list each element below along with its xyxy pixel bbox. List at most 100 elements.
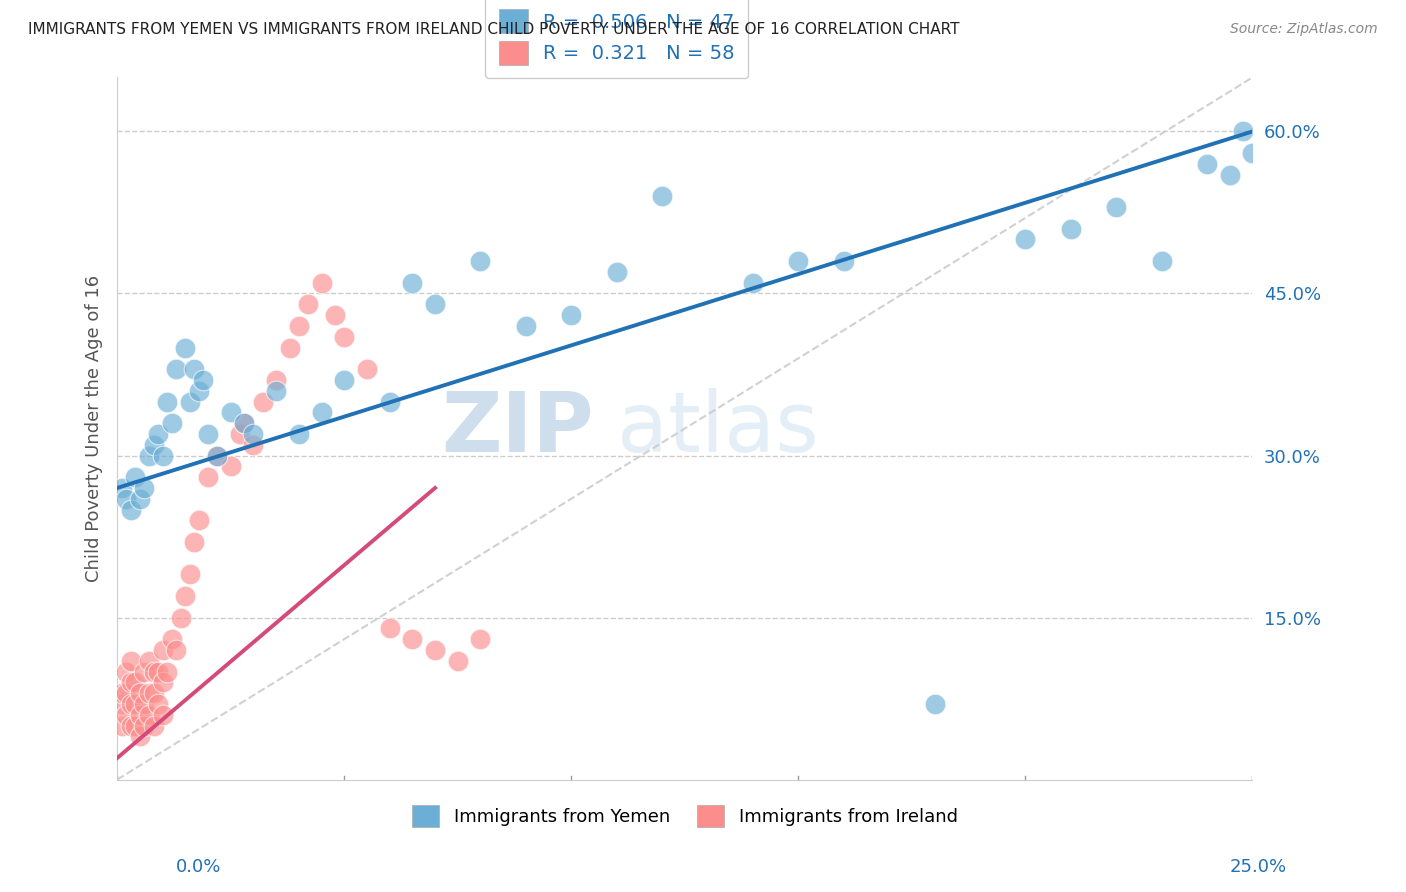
Point xyxy=(138,707,160,722)
Point xyxy=(115,665,138,679)
Text: 0.0%: 0.0% xyxy=(176,858,221,876)
Point xyxy=(124,718,146,732)
Point xyxy=(333,329,356,343)
Point xyxy=(197,470,219,484)
Point xyxy=(134,665,156,679)
Text: ZIP: ZIP xyxy=(441,388,593,469)
Text: 25.0%: 25.0% xyxy=(1229,858,1286,876)
Point xyxy=(787,254,810,268)
Point xyxy=(356,362,378,376)
Point xyxy=(174,589,197,603)
Point xyxy=(174,341,197,355)
Point xyxy=(742,276,765,290)
Point xyxy=(111,481,134,495)
Point xyxy=(515,318,537,333)
Legend: Immigrants from Yemen, Immigrants from Ireland: Immigrants from Yemen, Immigrants from I… xyxy=(405,797,965,834)
Point xyxy=(233,416,256,430)
Point xyxy=(233,416,256,430)
Point xyxy=(311,405,333,419)
Point xyxy=(264,373,287,387)
Point xyxy=(115,686,138,700)
Point xyxy=(333,373,356,387)
Point xyxy=(1197,157,1219,171)
Point xyxy=(264,384,287,398)
Point xyxy=(378,621,401,635)
Point xyxy=(183,535,205,549)
Point xyxy=(1219,168,1241,182)
Point xyxy=(423,297,446,311)
Point xyxy=(111,718,134,732)
Point xyxy=(142,686,165,700)
Point xyxy=(128,491,150,506)
Point xyxy=(832,254,855,268)
Point xyxy=(142,718,165,732)
Point xyxy=(278,341,301,355)
Point xyxy=(165,643,187,657)
Point xyxy=(160,416,183,430)
Text: Source: ZipAtlas.com: Source: ZipAtlas.com xyxy=(1230,22,1378,37)
Point xyxy=(156,665,179,679)
Point xyxy=(205,449,228,463)
Point xyxy=(120,654,142,668)
Point xyxy=(297,297,319,311)
Point xyxy=(170,610,193,624)
Point xyxy=(219,459,242,474)
Point xyxy=(197,426,219,441)
Point xyxy=(1150,254,1173,268)
Point xyxy=(165,362,187,376)
Point xyxy=(606,265,628,279)
Point xyxy=(138,654,160,668)
Point xyxy=(128,686,150,700)
Point xyxy=(146,426,169,441)
Point xyxy=(311,276,333,290)
Point xyxy=(156,394,179,409)
Point xyxy=(120,718,142,732)
Point xyxy=(229,426,252,441)
Point xyxy=(128,707,150,722)
Point xyxy=(179,394,201,409)
Point xyxy=(423,643,446,657)
Point xyxy=(120,697,142,711)
Text: IMMIGRANTS FROM YEMEN VS IMMIGRANTS FROM IRELAND CHILD POVERTY UNDER THE AGE OF : IMMIGRANTS FROM YEMEN VS IMMIGRANTS FROM… xyxy=(28,22,960,37)
Point xyxy=(120,502,142,516)
Point xyxy=(288,426,311,441)
Point xyxy=(111,697,134,711)
Point xyxy=(124,697,146,711)
Point xyxy=(242,438,264,452)
Point xyxy=(152,707,174,722)
Point xyxy=(378,394,401,409)
Point xyxy=(128,730,150,744)
Point xyxy=(1060,221,1083,235)
Point xyxy=(187,513,209,527)
Point xyxy=(323,308,346,322)
Text: atlas: atlas xyxy=(617,388,818,469)
Point xyxy=(152,675,174,690)
Point xyxy=(120,675,142,690)
Point xyxy=(1232,124,1254,138)
Point xyxy=(146,697,169,711)
Point xyxy=(111,686,134,700)
Point xyxy=(252,394,274,409)
Point xyxy=(651,189,673,203)
Point xyxy=(179,567,201,582)
Point xyxy=(401,632,423,647)
Point xyxy=(560,308,582,322)
Point xyxy=(142,438,165,452)
Point xyxy=(152,643,174,657)
Point xyxy=(115,707,138,722)
Point xyxy=(401,276,423,290)
Y-axis label: Child Poverty Under the Age of 16: Child Poverty Under the Age of 16 xyxy=(86,275,103,582)
Point xyxy=(115,491,138,506)
Point xyxy=(470,632,492,647)
Point xyxy=(924,697,946,711)
Point xyxy=(134,481,156,495)
Point xyxy=(134,718,156,732)
Point xyxy=(242,426,264,441)
Point xyxy=(142,665,165,679)
Point xyxy=(470,254,492,268)
Point xyxy=(146,665,169,679)
Point xyxy=(219,405,242,419)
Point xyxy=(138,686,160,700)
Point xyxy=(187,384,209,398)
Point xyxy=(138,449,160,463)
